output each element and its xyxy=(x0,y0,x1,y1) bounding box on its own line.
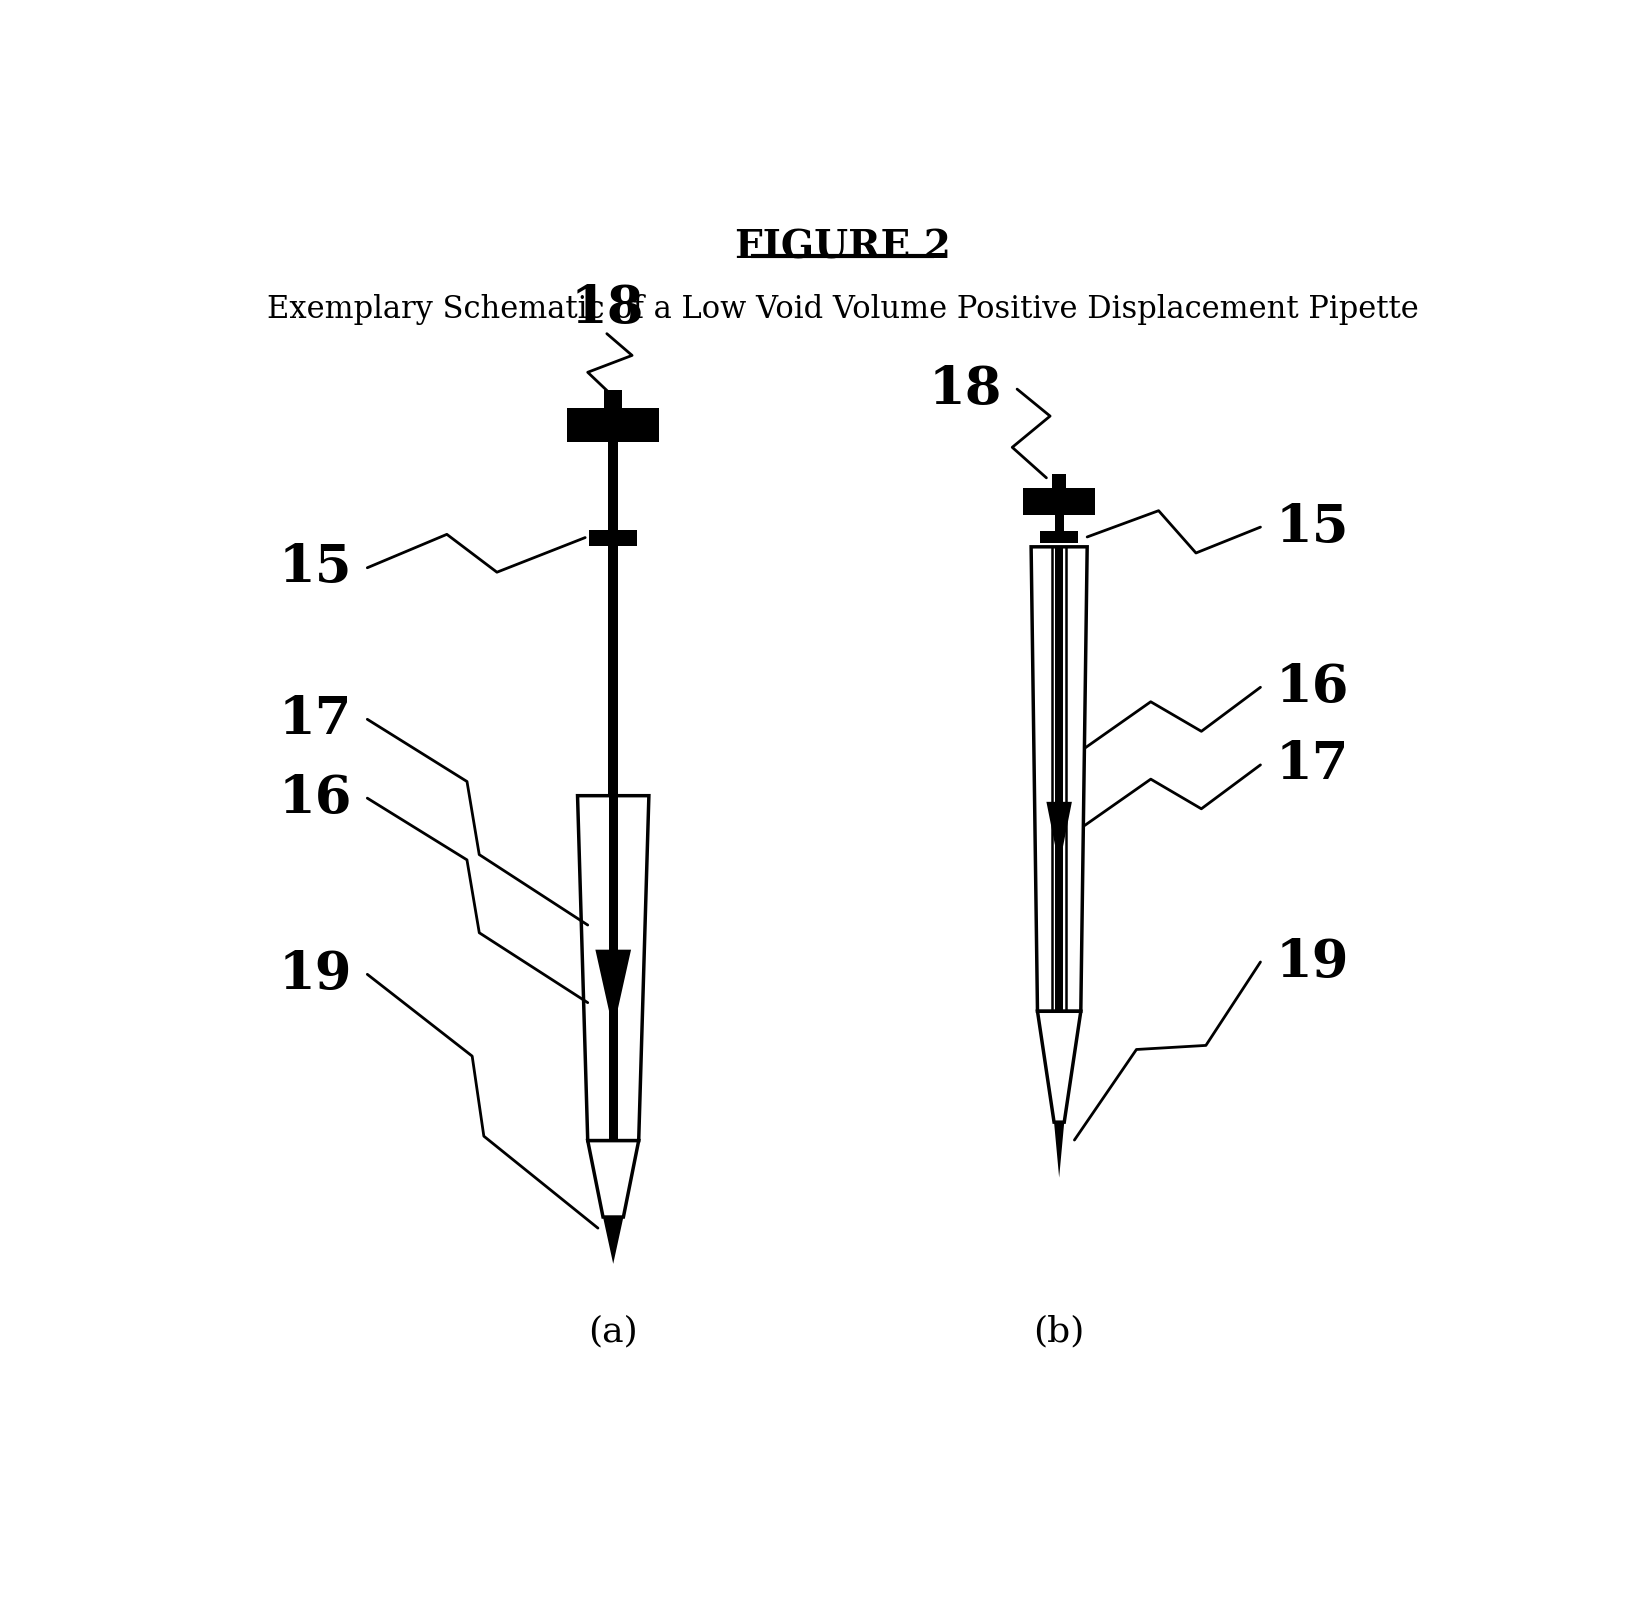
Polygon shape xyxy=(603,1218,623,1264)
Text: 19: 19 xyxy=(278,949,352,1000)
Polygon shape xyxy=(577,795,649,1141)
Polygon shape xyxy=(1047,802,1072,866)
Polygon shape xyxy=(1037,1011,1080,1122)
Bar xyxy=(589,530,638,546)
Text: Exemplary Schematic of a Low Void Volume Positive Displacement Pipette: Exemplary Schematic of a Low Void Volume… xyxy=(266,293,1419,325)
Bar xyxy=(605,390,621,408)
Text: FIGURE 2: FIGURE 2 xyxy=(735,229,950,267)
Text: (a): (a) xyxy=(589,1315,638,1349)
Text: 17: 17 xyxy=(278,694,352,744)
Polygon shape xyxy=(589,1141,638,1218)
Bar xyxy=(608,795,618,1141)
Text: 15: 15 xyxy=(1276,502,1350,552)
Text: 18: 18 xyxy=(570,283,643,334)
Polygon shape xyxy=(1031,547,1087,1011)
Text: 15: 15 xyxy=(278,542,352,594)
Bar xyxy=(1052,474,1067,488)
Bar xyxy=(567,408,659,442)
Text: 16: 16 xyxy=(278,773,352,824)
Text: 16: 16 xyxy=(1276,662,1350,712)
Bar xyxy=(608,546,618,795)
Bar xyxy=(608,408,618,531)
Text: 18: 18 xyxy=(929,363,1001,414)
Bar xyxy=(1055,547,1064,1011)
Bar xyxy=(1024,488,1095,515)
Text: 19: 19 xyxy=(1276,936,1350,987)
Text: (b): (b) xyxy=(1034,1315,1085,1349)
Polygon shape xyxy=(595,950,631,1030)
Bar xyxy=(1041,531,1078,542)
Bar xyxy=(1055,488,1064,531)
Text: 17: 17 xyxy=(1276,739,1350,790)
Polygon shape xyxy=(1054,1122,1064,1178)
